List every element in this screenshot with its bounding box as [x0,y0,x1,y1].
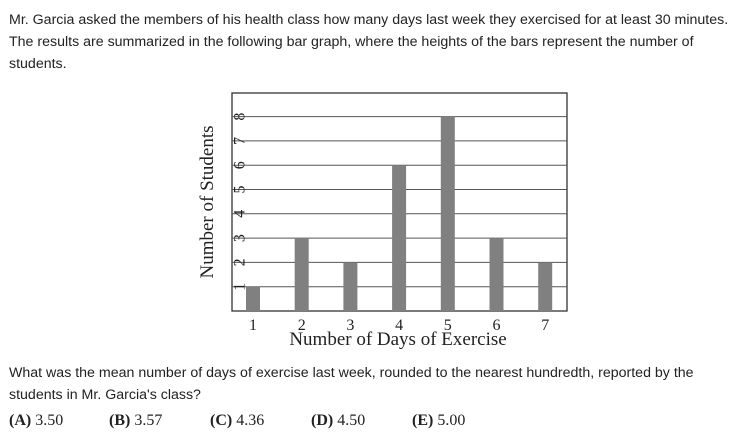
y-tick-label: 2 [231,258,248,266]
x-tick-label: 7 [541,317,549,334]
choice-value: 3.57 [134,412,163,429]
choice-a[interactable]: (A) 3.50 [9,412,63,430]
y-tick-label: 5 [231,186,248,194]
choice-value: 5.00 [437,412,466,429]
question-ask: What was the mean number of days of exer… [9,365,694,403]
y-tick-label: 8 [231,113,248,121]
choice-letter: (E) [412,412,434,429]
question-intro: Mr. Garcia asked the members of his heal… [9,12,729,72]
choice-value: 3.50 [35,412,64,429]
x-tick-label: 3 [346,317,354,334]
bar-2 [294,238,309,311]
choice-value: 4.36 [236,412,265,429]
bars [246,116,553,311]
choice-c[interactable]: (C) 4.36 [210,412,264,430]
x-axis-label: Number of Days of Exercise [289,329,506,350]
choice-letter: (D) [311,412,334,429]
y-tick-label: 4 [231,210,248,218]
bar-1 [246,286,260,311]
choice-b[interactable]: (B) 3.57 [109,412,162,430]
y-tick-label: 7 [231,137,248,145]
x-tick-label: 5 [444,317,452,334]
choice-letter: (A) [9,412,32,429]
x-tick-label: 2 [298,317,306,334]
y-tick-labels: 1 2 3 4 5 6 7 8 [231,113,248,291]
choice-e[interactable]: (E) 5.00 [412,412,465,430]
bar-3 [343,262,358,311]
x-tick-label: 1 [249,317,257,334]
choice-value: 4.50 [337,412,366,429]
bar-6 [489,238,504,311]
bar-7 [538,262,553,311]
y-tick-label: 3 [231,234,248,242]
choice-letter: (C) [210,412,233,429]
y-tick-label: 1 [231,283,248,291]
bar-5 [440,116,455,311]
choice-d[interactable]: (D) 4.50 [311,412,365,430]
x-tick-label: 6 [493,317,501,334]
choice-letter: (B) [109,412,131,429]
x-tick-label: 4 [395,317,403,334]
y-axis-label: Number of Students [197,125,218,278]
x-tick-labels: 1 2 3 4 5 6 7 [249,317,549,334]
bar-4 [392,165,407,311]
y-tick-label: 6 [231,161,248,169]
